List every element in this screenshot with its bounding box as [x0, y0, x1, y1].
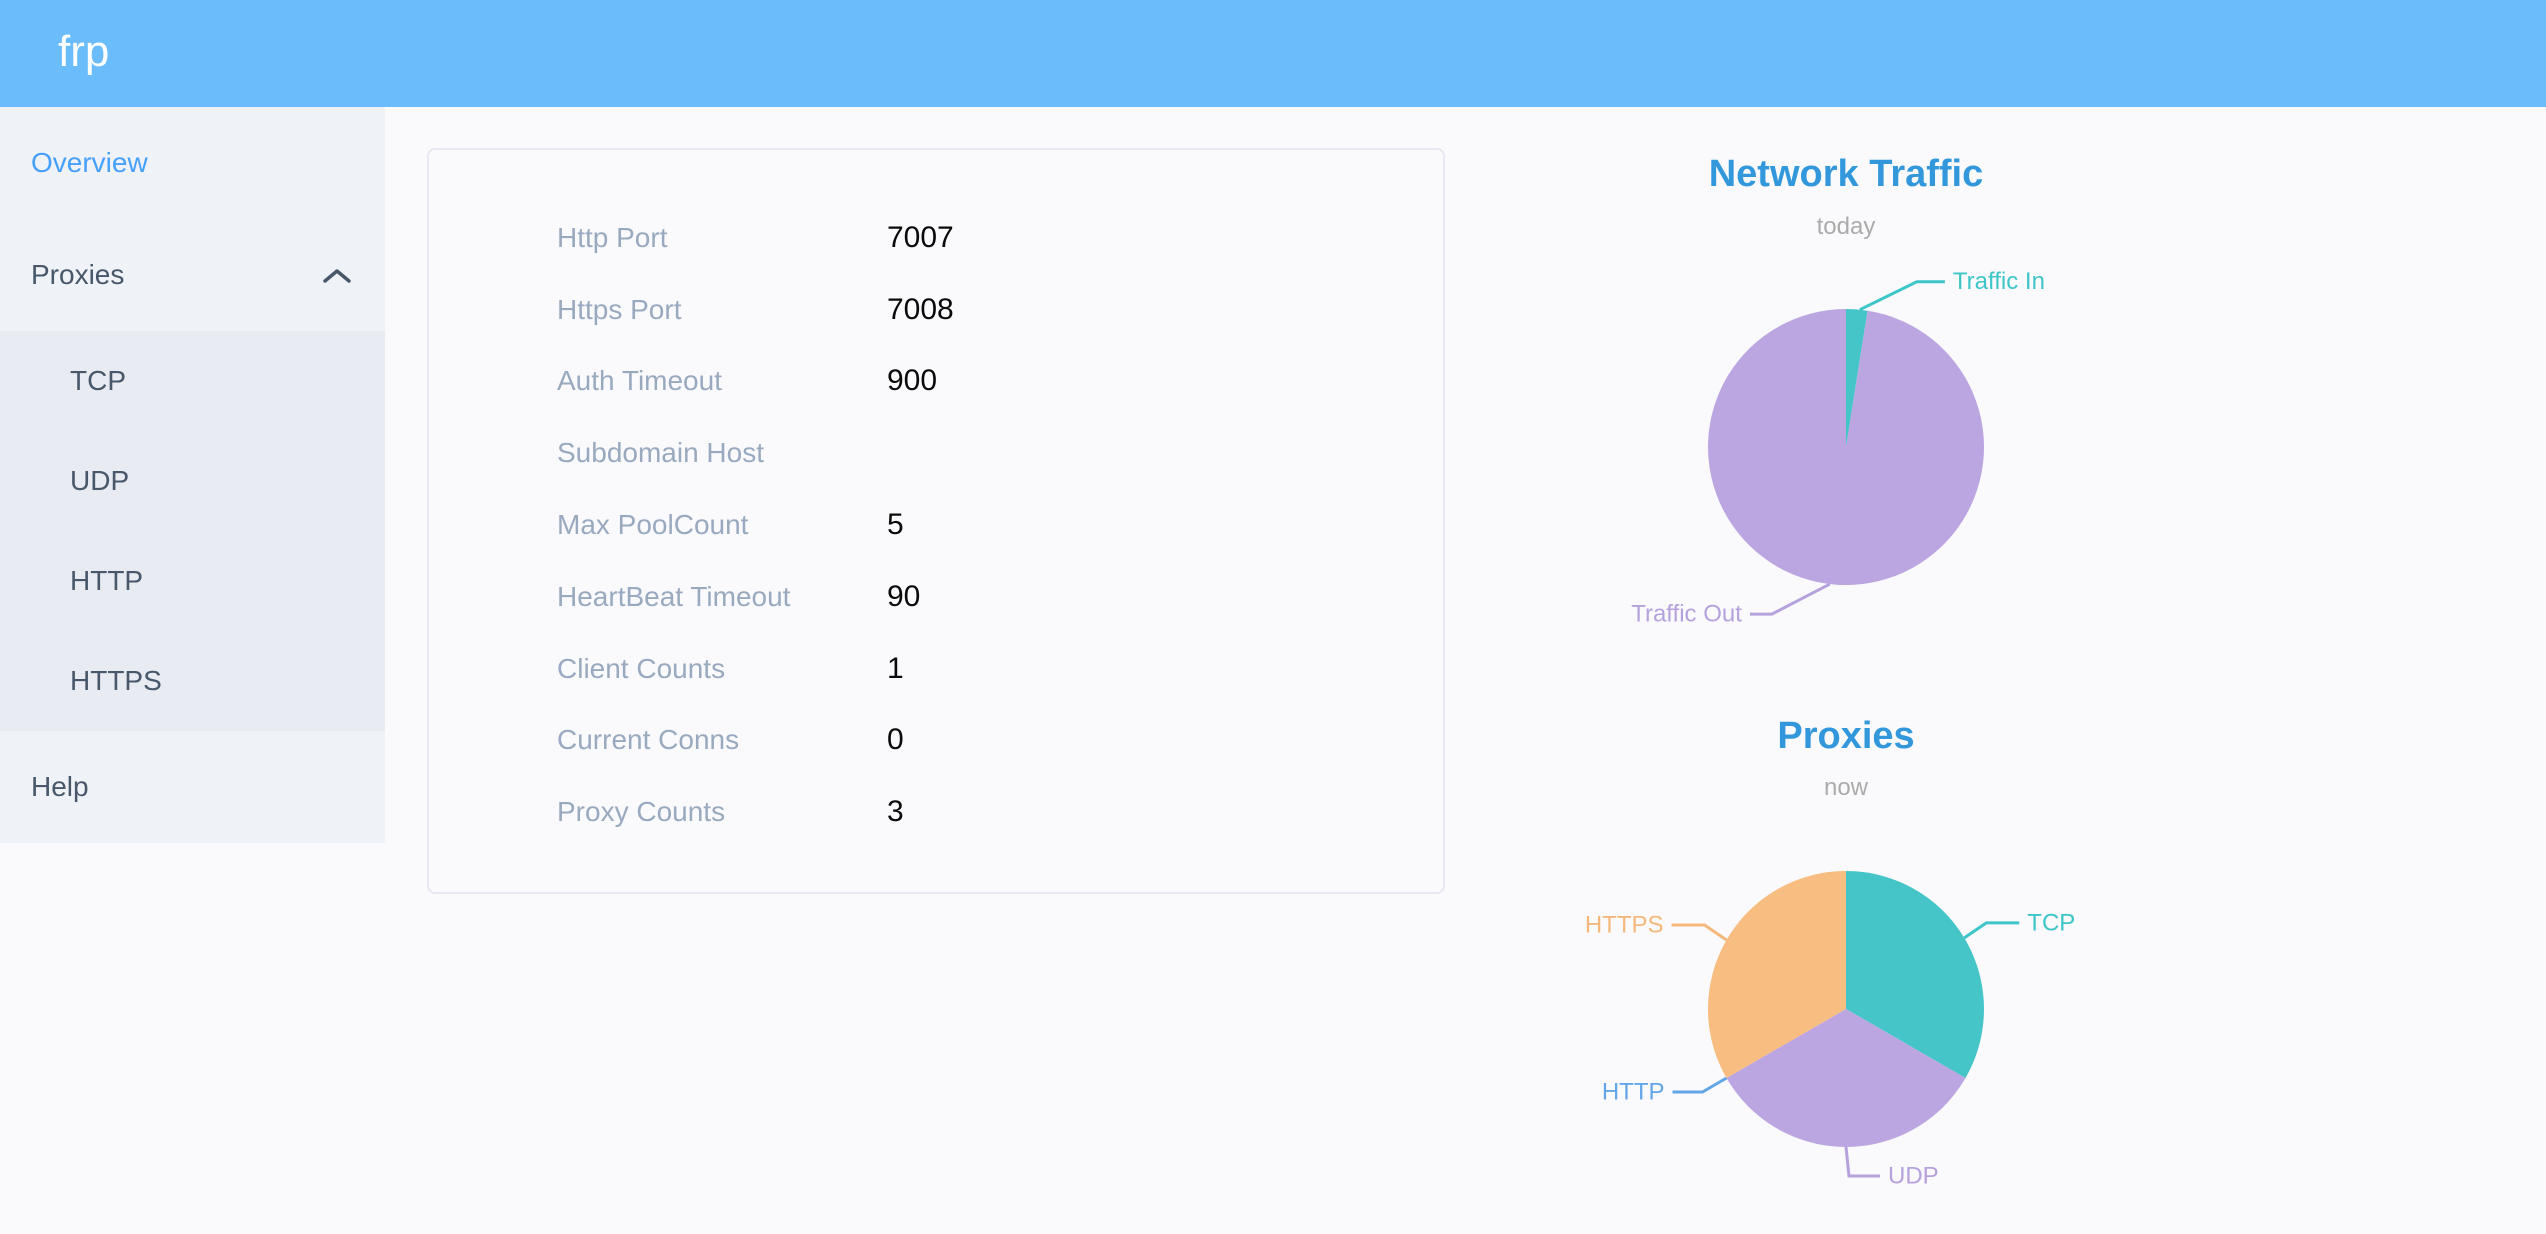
chart-subtitle-network-traffic: today	[1816, 213, 1876, 240]
info-row: Max PoolCount 5	[429, 489, 1443, 561]
slice-label-http: HTTP	[1602, 1079, 1665, 1106]
info-label: HeartBeat Timeout	[557, 580, 791, 612]
info-value: 0	[887, 723, 904, 757]
info-label: Http Port	[557, 221, 668, 253]
sidebar-item-label: TCP	[70, 365, 126, 396]
info-value: 3	[887, 795, 904, 829]
pie-slice-tcp	[1846, 871, 1984, 1078]
info-row: Client Counts 1	[429, 633, 1443, 705]
info-value: 900	[887, 364, 938, 398]
network-traffic-pie-chart: Traffic In Traffic Out	[1631, 268, 2045, 628]
sidebar-item-label: HTTPS	[70, 665, 162, 696]
sidebar-item-label: UDP	[70, 465, 130, 496]
info-value: 7007	[887, 220, 954, 254]
server-info-rows: Http Port 7007 Https Port 7008 Auth Timeout 9…	[429, 202, 1443, 848]
info-row: Proxy Counts 3	[429, 776, 1443, 848]
sidebar-item-label: HTTP	[70, 565, 144, 596]
sidebar-item-label: Overview	[31, 147, 148, 178]
slice-label-traffic-in: Traffic In	[1953, 268, 2045, 295]
info-row: Auth Timeout 900	[429, 346, 1443, 418]
info-label: Max PoolCount	[557, 509, 749, 541]
slice-label-line-https	[1671, 923, 1728, 942]
sidebar-item-overview[interactable]: Overview	[0, 107, 385, 219]
pie-slice-traffic-out	[1708, 309, 1985, 585]
info-row: Http Port 7007	[429, 202, 1443, 274]
slice-label-line-traffic-out	[1749, 582, 1831, 616]
pie-slice-udp	[1726, 1009, 1966, 1147]
info-label: Proxy Counts	[557, 796, 726, 828]
pie-slice-https	[1708, 871, 1846, 1078]
slice-label-https: HTTPS	[1585, 912, 1664, 939]
sidebar-item-udp[interactable]: UDP	[0, 431, 385, 531]
sidebar-item-https[interactable]: HTTPS	[0, 631, 385, 731]
info-label: Auth Timeout	[557, 365, 722, 397]
info-value: 1	[887, 651, 904, 685]
info-label: Subdomain Host	[557, 437, 765, 469]
app-logo: frp	[58, 27, 110, 76]
slice-label-traffic-out: Traffic Out	[1631, 601, 1742, 628]
info-label: Client Counts	[557, 652, 726, 684]
info-value: 5	[887, 508, 904, 542]
chart-subtitle-proxies: now	[1823, 774, 1869, 801]
pie-slice-traffic-in	[1846, 309, 1868, 447]
info-value: 7008	[887, 292, 954, 326]
sidebar-item-help[interactable]: Help	[0, 731, 385, 843]
sidebar-item-tcp[interactable]: TCP	[0, 331, 385, 431]
info-value: 90	[887, 579, 921, 613]
sidebar-item-http[interactable]: HTTP	[0, 531, 385, 631]
info-label: Https Port	[557, 293, 682, 325]
chevron-up-icon	[323, 268, 351, 283]
sidebar-submenu-proxies: TCP UDP HTTP HTTPS	[0, 331, 385, 731]
sidebar-menu: Overview Proxies TCP UDP HTTP HTTPS Help	[0, 107, 385, 843]
chart-title-proxies: Proxies	[1777, 715, 1915, 757]
info-row: Current Conns 0	[429, 705, 1443, 777]
slice-label-line-traffic-in	[1859, 280, 1945, 312]
slice-label-udp: UDP	[1888, 1163, 1939, 1190]
slice-label-tcp: TCP	[2027, 909, 2075, 936]
info-row: HeartBeat Timeout 90	[429, 561, 1443, 633]
sidebar-item-proxies[interactable]: Proxies	[0, 219, 385, 331]
sidebar-item-label: Help	[31, 771, 89, 802]
sidebar-item-label: Proxies	[31, 259, 125, 290]
slice-label-line-http	[1672, 1076, 1728, 1094]
server-info-card: Http Port 7007 Https Port 7008 Auth Timeout 9…	[427, 148, 1445, 894]
info-row: Subdomain Host	[429, 417, 1443, 489]
proxies-pie-chart: TCP UDP HTTP HTTPS	[1585, 871, 2075, 1190]
info-row: Https Port 7008	[429, 274, 1443, 346]
info-label: Current Conns	[557, 724, 740, 756]
header-bar: frp	[0, 0, 2546, 107]
slice-label-line-udp	[1844, 1146, 1880, 1178]
slice-label-line-tcp	[1963, 921, 2020, 940]
chart-title-network-traffic: Network Traffic	[1708, 153, 1984, 195]
